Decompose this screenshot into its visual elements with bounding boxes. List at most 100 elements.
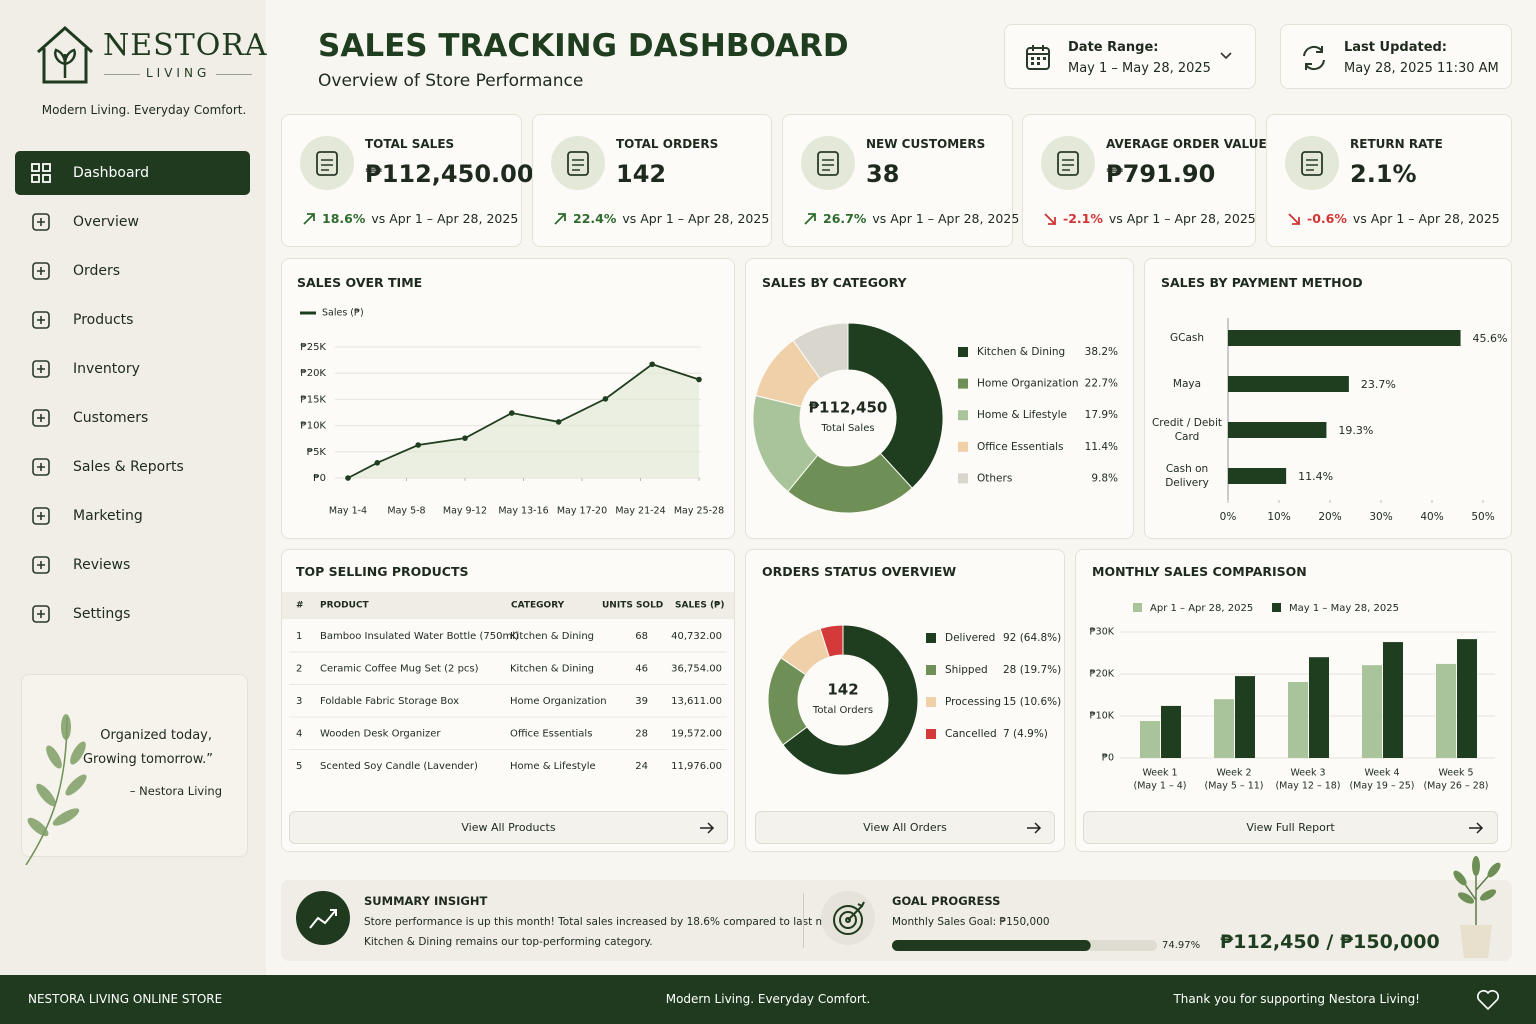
table-header-bg (282, 592, 734, 619)
brand-sub: LIVING (140, 66, 217, 80)
view-orders-button[interactable]: View All Orders (755, 811, 1055, 844)
view-report-button[interactable]: View Full Report (1083, 811, 1498, 844)
kpi-value: ₱112,450.00 (365, 160, 534, 188)
nav-label: Customers (73, 410, 149, 426)
nav-item[interactable]: Products (15, 298, 250, 342)
nav-item[interactable]: Dashboard (15, 151, 250, 195)
nav-item[interactable]: Overview (15, 200, 250, 244)
sales-over-time-card: SALES OVER TIME (281, 258, 735, 539)
decoration (1285, 136, 1339, 190)
decoration (32, 311, 50, 329)
decoration (32, 311, 50, 329)
decoration (31, 163, 51, 183)
leaf-art (25, 714, 87, 865)
decoration (303, 213, 315, 225)
y-category-label: Cash on Delivery (1165, 463, 1209, 489)
button-label: View All Products (461, 821, 556, 834)
kpi-compare: vs Apr 1 – Apr 28, 2025 (1352, 211, 1500, 226)
kpi-icon (300, 136, 354, 190)
decoration (1057, 151, 1079, 176)
kpi-card: TOTAL ORDERS 142 22.4% vs Apr 1 – Apr 28, 2… (532, 114, 772, 247)
nav-item[interactable]: Settings (15, 592, 250, 636)
nav-label: Inventory (73, 361, 140, 377)
nav-item[interactable]: Inventory (15, 347, 250, 391)
kpi-icon (1285, 136, 1339, 190)
decoration (804, 213, 816, 225)
updated-label: Last Updated: (1344, 40, 1448, 55)
nav-item[interactable]: Sales & Reports (15, 445, 250, 489)
sidebar: NESTORA LIVING Modern Living. Everyday C… (0, 0, 268, 975)
kpi-change: 18.6% (322, 211, 366, 226)
card-title: TOP SELLING PRODUCTS (296, 564, 469, 579)
nav-icon (32, 507, 50, 525)
brand-name: NESTORA (103, 28, 268, 63)
footer: NESTORA LIVING ONLINE STORE Modern Livin… (0, 975, 1536, 1024)
kpi-compare: vs Apr 1 – Apr 28, 2025 (371, 211, 519, 226)
decoration (61, 714, 71, 740)
decoration (32, 556, 50, 574)
sales-by-payment-card: SALES BY PAYMENT METHOD (1144, 258, 1512, 539)
goal-amount: ₱112,450 / ₱150,000 (1220, 931, 1440, 953)
view-products-button[interactable]: View All Products (289, 811, 728, 844)
kpi-value: ₱791.90 (1106, 160, 1216, 188)
sales-by-category-card: SALES BY CATEGORY (745, 258, 1134, 539)
decoration (37, 25, 93, 84)
decoration (42, 174, 51, 183)
nav-icon (32, 213, 50, 231)
date-range-picker[interactable]: Date Range: May 1 – May 28, 2025 (1004, 24, 1256, 89)
button-label: View Full Report (1246, 821, 1335, 834)
decoration (32, 605, 50, 623)
decoration (1472, 856, 1480, 876)
decoration (37, 365, 45, 373)
nav-icon (31, 163, 51, 183)
goal-title: GOAL PROGRESS (892, 894, 1001, 908)
nav-icon (32, 360, 50, 378)
nav-item[interactable]: Marketing (15, 494, 250, 538)
logo-icon (37, 25, 93, 84)
decoration (31, 163, 40, 172)
decoration (1062, 159, 1074, 171)
quote-card: Organized today, Growing tomorrow.” – Ne… (21, 674, 248, 865)
kpi-change-row: 18.6% vs Apr 1 – Apr 28, 2025 (322, 211, 518, 226)
nav-label: Sales & Reports (73, 459, 184, 475)
goal-subtitle: Monthly Sales Goal: ₱150,000 (892, 916, 1050, 928)
last-updated: Last Updated: May 28, 2025 11:30 AM (1280, 24, 1512, 89)
trend-arrow (554, 213, 566, 225)
decoration (801, 136, 855, 190)
decoration (37, 463, 45, 471)
nav-item[interactable]: Orders (15, 249, 250, 293)
kpi-change: 22.4% (573, 211, 617, 226)
card-title: MONTHLY SALES COMPARISON (1092, 564, 1307, 579)
kpi-card: AVERAGE ORDER VALUE ₱791.90 -2.1% vs Apr 1 … (1022, 114, 1267, 247)
decoration (567, 151, 589, 176)
decoration (1031, 62, 1034, 65)
kpi-label: AVERAGE ORDER VALUE (1106, 137, 1267, 151)
kpi-change: -2.1% (1063, 211, 1103, 226)
decoration (1220, 52, 1232, 60)
kpi-change-row: -2.1% vs Apr 1 – Apr 28, 2025 (1063, 211, 1256, 226)
trend-arrow (804, 213, 816, 225)
decoration (1037, 57, 1040, 60)
decoration (37, 512, 45, 520)
decoration (1026, 47, 1050, 70)
kpi-change-row: -0.6% vs Apr 1 – Apr 28, 2025 (1307, 211, 1500, 226)
decoration (31, 174, 40, 183)
kpi-icon (551, 136, 605, 190)
decoration (32, 458, 50, 476)
decoration (52, 808, 80, 826)
top-products-card: TOP SELLING PRODUCTS (281, 549, 735, 852)
nav-item[interactable]: Customers (15, 396, 250, 440)
nav-item[interactable]: Reviews (15, 543, 250, 587)
decoration (32, 262, 50, 280)
card-title: ORDERS STATUS OVERVIEW (762, 564, 957, 579)
nav-label: Settings (73, 606, 131, 622)
orders-status-card: ORDERS STATUS OVERVIEW (745, 549, 1065, 852)
decoration (32, 409, 50, 427)
tagline: Modern Living. Everyday Comfort. (41, 103, 247, 117)
calendar-icon (1026, 45, 1050, 70)
kpi-icon (1041, 136, 1095, 190)
monthly-sales-card: MONTHLY SALES COMPARISON (1075, 549, 1512, 852)
decoration (822, 159, 834, 171)
